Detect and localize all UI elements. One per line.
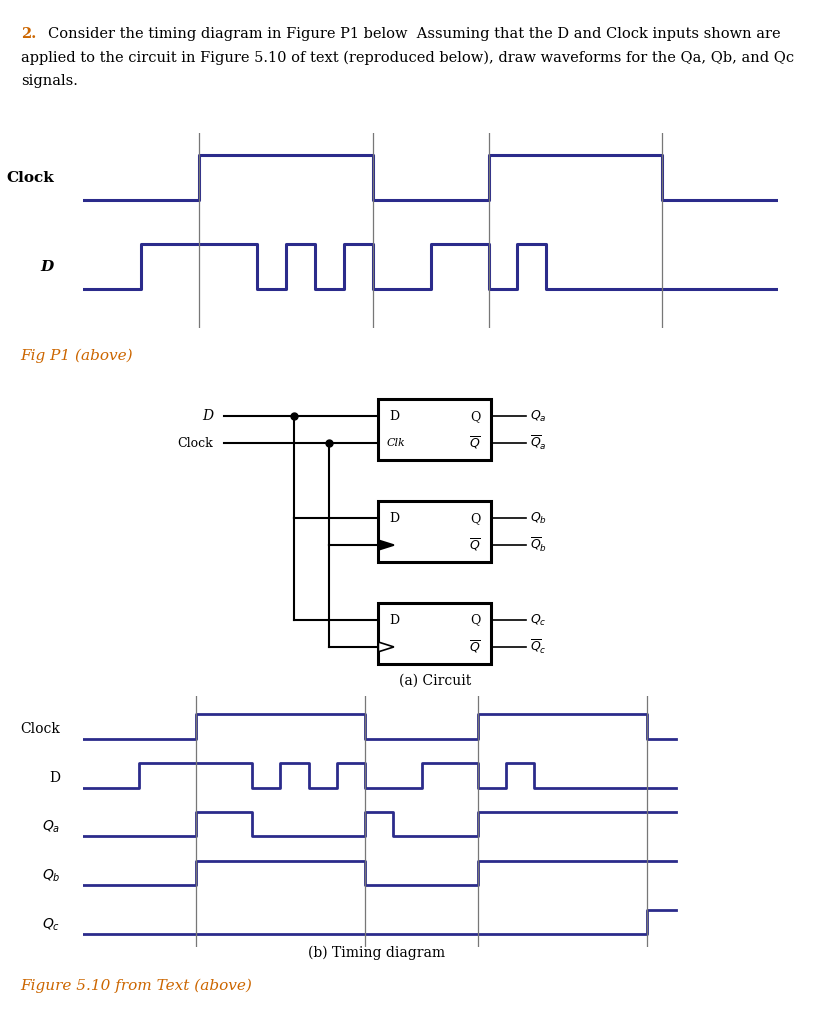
Text: $Q_b$: $Q_b$ bbox=[529, 511, 546, 525]
Text: D: D bbox=[389, 410, 399, 423]
Text: D: D bbox=[202, 410, 213, 423]
Text: (a) Circuit: (a) Circuit bbox=[398, 674, 471, 688]
Text: $Q_a$: $Q_a$ bbox=[42, 818, 60, 835]
Polygon shape bbox=[378, 541, 394, 550]
Text: $\overline{Q}_b$: $\overline{Q}_b$ bbox=[529, 536, 546, 554]
Text: $Q_c$: $Q_c$ bbox=[42, 916, 60, 933]
Text: Q: Q bbox=[470, 613, 480, 627]
Text: signals.: signals. bbox=[21, 74, 78, 88]
Text: $Q_b$: $Q_b$ bbox=[41, 867, 60, 884]
Text: 2.: 2. bbox=[21, 27, 36, 41]
Text: D: D bbox=[49, 771, 60, 784]
Text: D: D bbox=[389, 512, 399, 524]
Text: Clock: Clock bbox=[6, 171, 54, 184]
Text: $Q_c$: $Q_c$ bbox=[529, 612, 546, 628]
Text: $\overline{Q}_c$: $\overline{Q}_c$ bbox=[529, 638, 546, 656]
Text: $\overline{Q}_a$: $\overline{Q}_a$ bbox=[529, 434, 546, 453]
Text: D: D bbox=[41, 259, 54, 273]
Bar bbox=[378, 603, 490, 664]
Text: Q: Q bbox=[470, 512, 480, 524]
Text: Figure 5.10 from Text (above): Figure 5.10 from Text (above) bbox=[21, 979, 252, 993]
Text: Clk: Clk bbox=[386, 438, 405, 449]
Bar bbox=[378, 501, 490, 562]
Text: (b) Timing diagram: (b) Timing diagram bbox=[308, 945, 444, 959]
Text: Clock: Clock bbox=[21, 722, 60, 736]
Text: $\overline{Q}$: $\overline{Q}$ bbox=[468, 537, 480, 553]
Text: D: D bbox=[389, 613, 399, 627]
Text: $\overline{Q}$: $\overline{Q}$ bbox=[468, 639, 480, 655]
Text: $\overline{Q}$: $\overline{Q}$ bbox=[468, 435, 480, 452]
Text: Fig P1 (above): Fig P1 (above) bbox=[21, 348, 133, 362]
Text: Consider the timing diagram in Figure P1 below  Assuming that the D and Clock in: Consider the timing diagram in Figure P1… bbox=[48, 27, 780, 41]
Text: applied to the circuit in Figure 5.10 of text (reproduced below), draw waveforms: applied to the circuit in Figure 5.10 of… bbox=[21, 50, 793, 65]
Polygon shape bbox=[378, 642, 394, 652]
Bar bbox=[378, 399, 490, 461]
Text: Clock: Clock bbox=[177, 436, 213, 450]
Text: Q: Q bbox=[470, 410, 480, 423]
Text: $Q_a$: $Q_a$ bbox=[529, 409, 546, 424]
